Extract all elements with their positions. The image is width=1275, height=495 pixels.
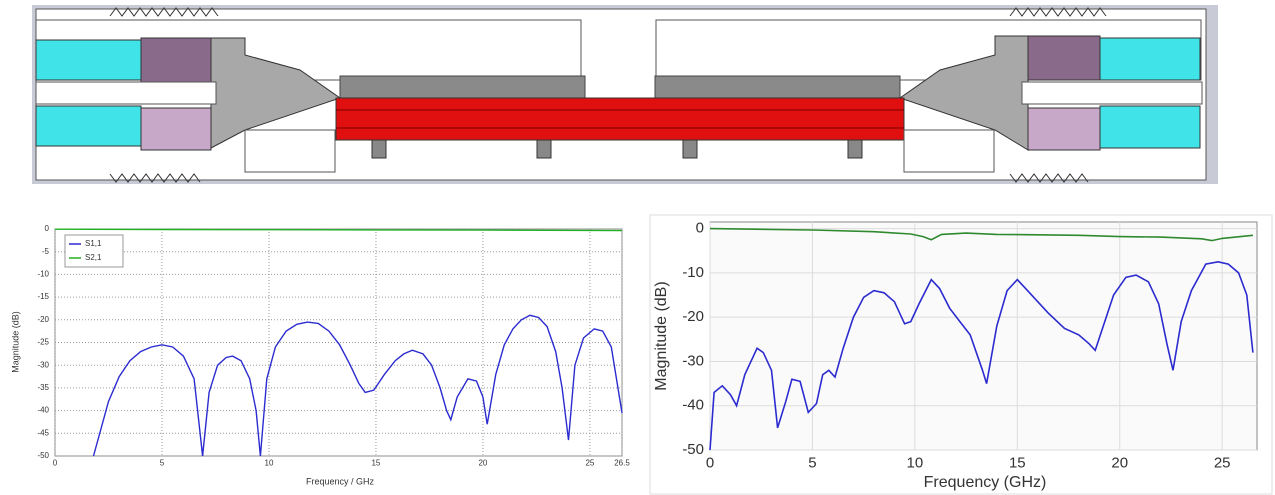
- plot-area: [709, 221, 1258, 451]
- y-tick-label: 0: [696, 220, 704, 237]
- legend-label: S2,1: [85, 253, 102, 262]
- y-tick-label: -40: [682, 397, 704, 414]
- x-tick-label: 0: [53, 458, 58, 467]
- y-tick-label: -35: [37, 383, 49, 392]
- x-tick-label: 10: [907, 454, 924, 471]
- series-line: [709, 260, 1254, 451]
- y-tick-label: -50: [37, 451, 49, 460]
- x-tick-label: 26.5: [614, 458, 630, 467]
- x-tick-label: 25: [585, 458, 594, 467]
- x-tick-label: 20: [1111, 454, 1128, 471]
- y-tick-label: -45: [37, 428, 49, 437]
- y-tick-label: -20: [37, 315, 49, 324]
- y-tick-label: -20: [682, 308, 704, 325]
- x-tick-label: 15: [371, 458, 380, 467]
- y-tick-label: 0: [45, 224, 50, 233]
- y-tick-label: -30: [37, 360, 49, 369]
- x-tick-label: 15: [1009, 454, 1026, 471]
- x-tick-label: 5: [808, 454, 816, 471]
- x-tick-label: 5: [160, 458, 165, 467]
- connector-cross-section: [32, 5, 1218, 184]
- x-tick-label: 10: [265, 458, 274, 467]
- series-line: [709, 227, 1253, 242]
- y-tick-label: -10: [682, 264, 704, 281]
- y-tick-label: -40: [37, 406, 49, 415]
- x-axis-label: Frequency (GHz): [924, 474, 1047, 491]
- y-axis-label: Magnitude (dB): [10, 311, 20, 373]
- x-tick-label: 20: [478, 458, 487, 467]
- y-tick-label: -50: [682, 441, 704, 458]
- y-tick-label: -25: [37, 338, 49, 347]
- x-tick-label: 0: [706, 454, 714, 471]
- y-tick-label: -30: [682, 352, 704, 369]
- x-tick-label: 25: [1214, 454, 1231, 471]
- y-axis-label: Magnitude (dB): [653, 281, 670, 390]
- x-axis-label: Frequency / GHz: [306, 476, 375, 486]
- y-tick-label: -10: [37, 270, 49, 279]
- legend-box: [64, 234, 124, 268]
- series-line: [92, 314, 623, 457]
- y-tick-label: -5: [42, 247, 50, 256]
- series-line: [54, 228, 623, 232]
- y-tick-label: -15: [37, 292, 49, 301]
- legend-label: S1,1: [85, 239, 102, 248]
